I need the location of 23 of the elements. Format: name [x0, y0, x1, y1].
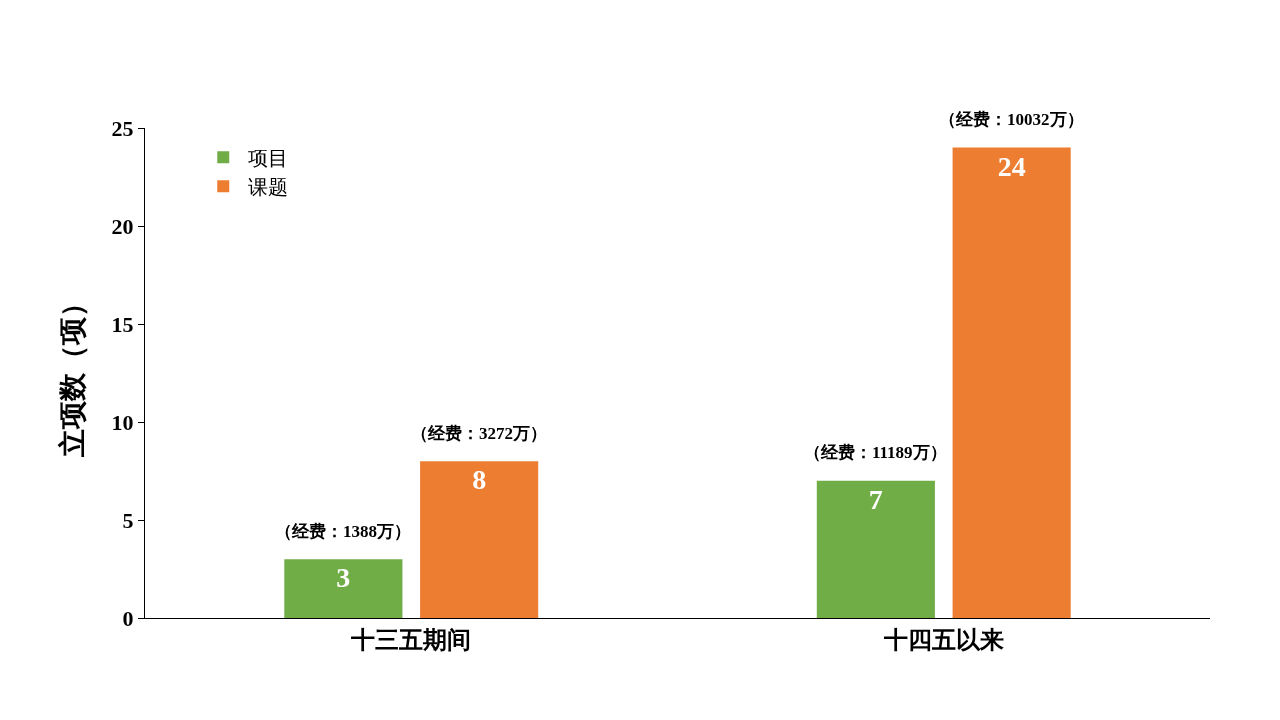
data-label: 24: [997, 150, 1026, 182]
x-tick-label: 十四五以来: [882, 626, 1004, 653]
bar: [420, 461, 539, 618]
annotation: （经费：10032万）: [939, 110, 1084, 129]
bar: [284, 559, 403, 618]
y-tick-label: 20: [111, 213, 134, 239]
data-label: 3: [336, 562, 351, 594]
annotation: （经费：1388万）: [275, 522, 411, 541]
data-label: 7: [868, 483, 883, 515]
legend-label: 项目: [248, 147, 289, 170]
y-tick-label: 25: [111, 115, 134, 141]
bar: [816, 480, 935, 618]
y-tick-label: 5: [122, 507, 134, 533]
y-axis-title: 立项数（项）: [57, 289, 89, 458]
bar: [952, 147, 1071, 618]
y-tick-label: 15: [111, 311, 134, 337]
legend-label: 课题: [248, 176, 289, 199]
y-tick-label: 0: [122, 605, 134, 631]
annotation: （经费：3272万）: [411, 424, 547, 443]
annotation: （经费：11189万）: [804, 443, 947, 462]
data-label: 8: [472, 464, 487, 496]
x-tick-label: 十三五期间: [350, 626, 472, 653]
y-tick-label: 10: [111, 409, 134, 435]
